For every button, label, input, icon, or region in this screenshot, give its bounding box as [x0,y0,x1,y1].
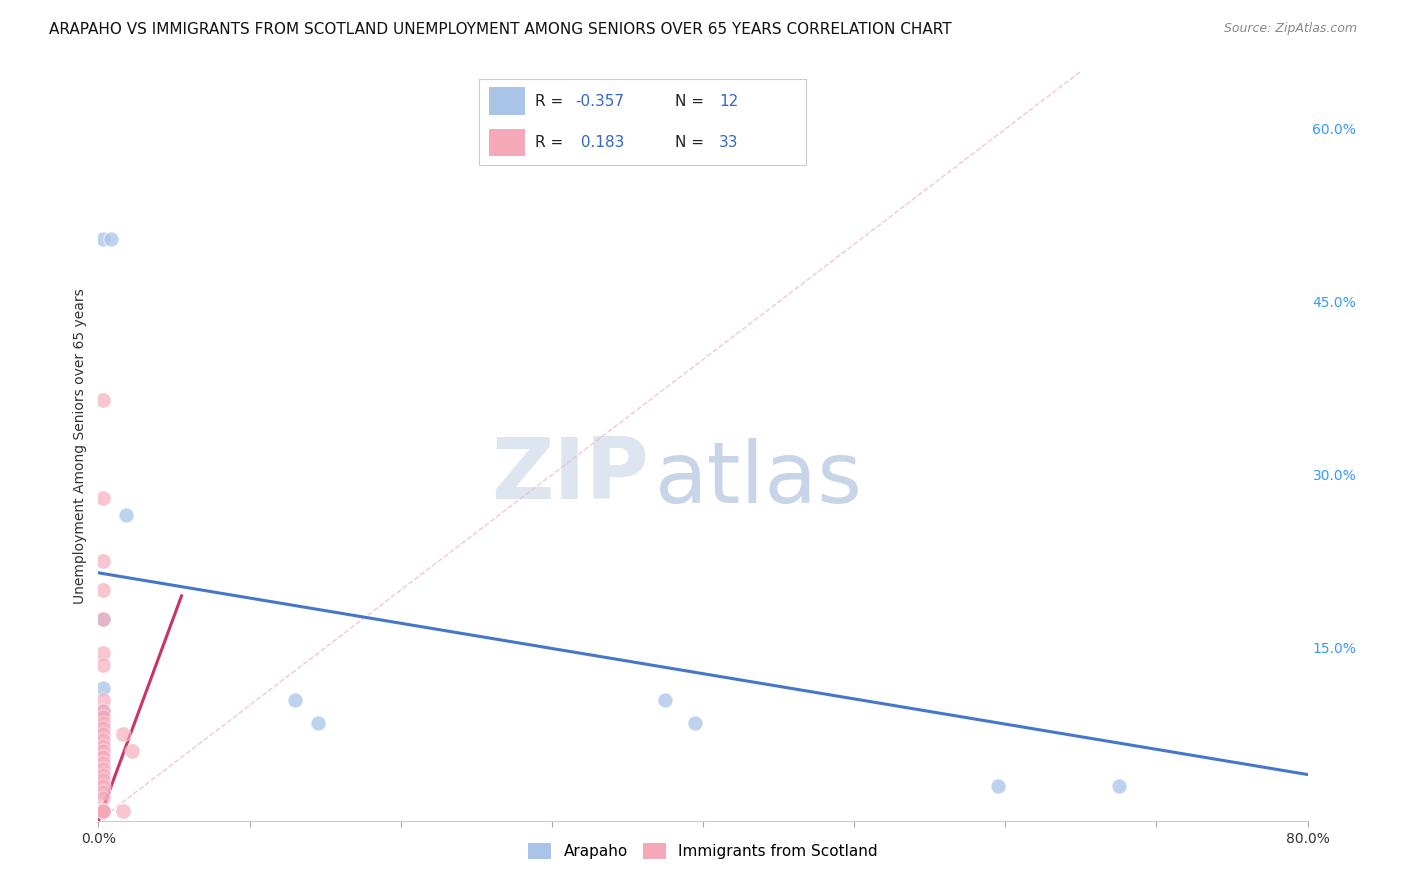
Point [284,692,307,706]
Point [307,715,329,730]
Point [121,744,143,758]
Point [91,756,114,770]
Text: ARAPAHO VS IMMIGRANTS FROM SCOTLAND UNEMPLOYMENT AMONG SENIORS OVER 65 YEARS COR: ARAPAHO VS IMMIGRANTS FROM SCOTLAND UNEM… [49,22,952,37]
Point [91,767,114,781]
Point [91,805,114,819]
Point [91,785,114,799]
Point [91,805,114,819]
Point [111,727,134,741]
Point [91,727,114,741]
Point [111,805,134,819]
Point [91,647,114,661]
Point [91,491,114,505]
Point [91,739,114,753]
Text: atlas: atlas [655,438,863,521]
Point [987,779,1010,793]
Point [91,773,114,788]
Point [91,744,114,758]
Point [91,805,114,819]
Point [91,612,114,626]
Point [91,722,114,736]
Point [91,805,114,819]
Point [91,762,114,776]
Point [654,692,676,706]
Point [91,715,114,730]
Point [685,715,707,730]
Point [91,681,114,695]
Point [114,508,136,523]
Point [91,805,114,819]
Text: ZIP: ZIP [491,434,648,517]
Point [91,790,114,805]
Point [91,554,114,568]
Point [91,231,114,245]
Point [91,658,114,673]
Point [91,733,114,747]
Legend: Arapaho, Immigrants from Scotland: Arapaho, Immigrants from Scotland [522,838,884,865]
Point [91,704,114,718]
Point [91,583,114,598]
Point [100,231,122,245]
Y-axis label: Unemployment Among Seniors over 65 years: Unemployment Among Seniors over 65 years [73,288,87,604]
Text: Source: ZipAtlas.com: Source: ZipAtlas.com [1223,22,1357,36]
Point [91,704,114,718]
Point [1108,779,1130,793]
Point [91,612,114,626]
Point [91,392,114,407]
Point [91,692,114,706]
Point [91,750,114,764]
Point [91,805,114,819]
Point [91,779,114,793]
Point [91,710,114,724]
